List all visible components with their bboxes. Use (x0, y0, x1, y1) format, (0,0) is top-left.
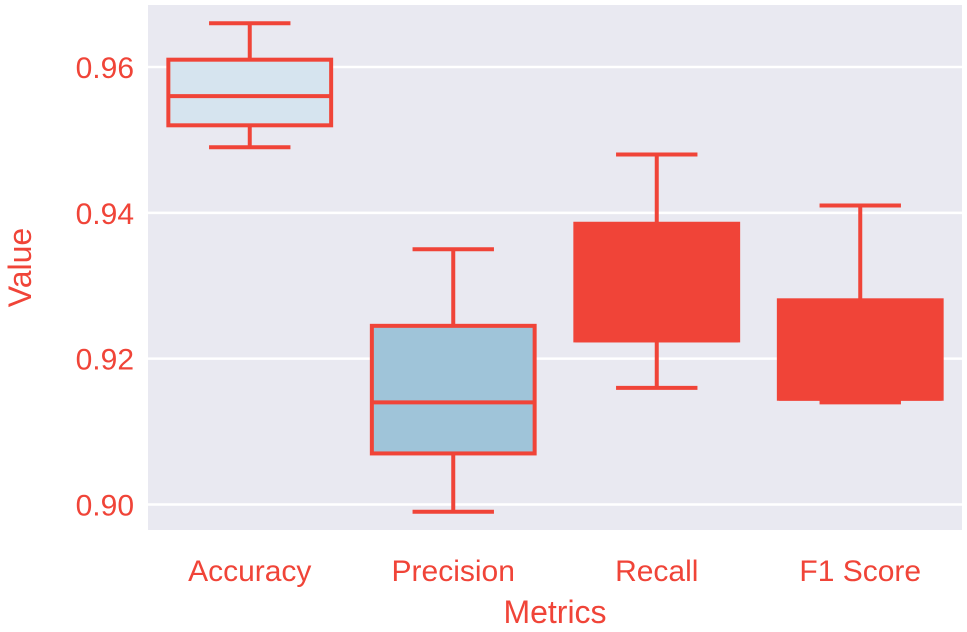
y-tick-label-0: 0.90 (76, 489, 134, 522)
x-tick-labels: Accuracy Precision Recall F1 Score (188, 555, 921, 588)
box-iqr-f1-score (776, 298, 944, 401)
y-tick-label-1: 0.92 (76, 344, 134, 377)
y-axis-label: Value (2, 228, 38, 307)
boxes (166, 21, 944, 514)
y-tick-labels: 0.90 0.92 0.94 0.96 (76, 52, 134, 523)
x-tick-label-precision: Precision (392, 555, 515, 588)
x-tick-label-accuracy: Accuracy (188, 555, 311, 588)
box-iqr-recall (573, 221, 741, 343)
box-recall (573, 152, 741, 390)
box-f1-score (776, 203, 944, 405)
x-axis-label: Metrics (503, 594, 606, 630)
x-tick-label-f1-score: F1 Score (799, 555, 921, 588)
y-tick-label-2: 0.94 (76, 198, 134, 231)
x-tick-label-recall: Recall (615, 555, 698, 588)
box-iqr-precision (369, 323, 537, 456)
box-accuracy (166, 21, 334, 150)
box-precision (369, 247, 537, 514)
box-iqr-accuracy (166, 57, 334, 128)
y-tick-label-3: 0.96 (76, 52, 134, 85)
